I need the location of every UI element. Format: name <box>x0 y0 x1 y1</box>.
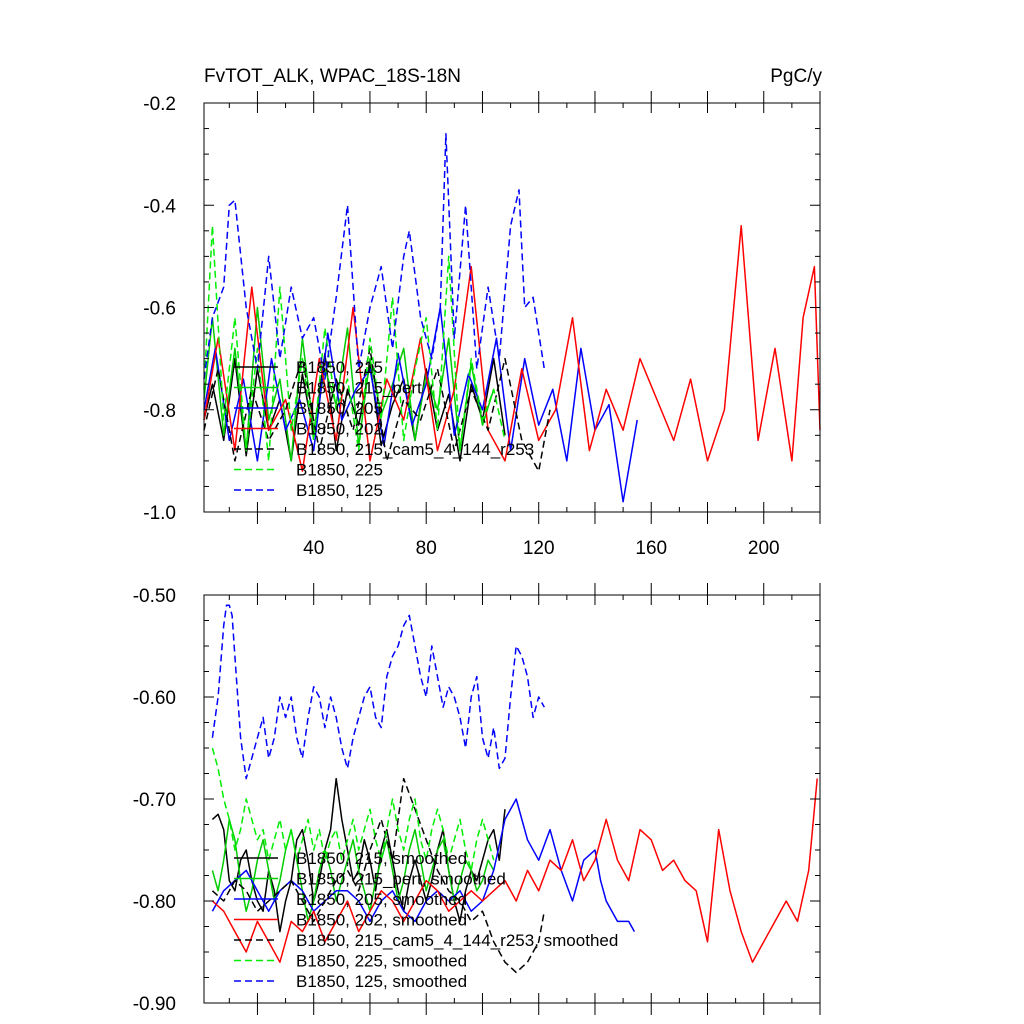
bottom-y-tick-label-4: -0.50 <box>133 586 176 607</box>
top-y-tick-label-0: -1.0 <box>143 503 176 524</box>
top-series-line-1 <box>203 306 495 462</box>
top-series-line-6 <box>203 132 546 380</box>
top-legend-label-2: B1850, 205 <box>296 399 383 418</box>
bottom-y-tick-label-0: -0.90 <box>133 994 176 1015</box>
bottom-legend-label-1: B1850, 215_pert, smoothed <box>296 870 506 889</box>
top-x-tick-label-1: 80 <box>416 538 437 559</box>
top-series-line-2 <box>203 306 638 503</box>
top-plot-area: 40 80 120 160 200 -1.0 -0.8 -0.6 -0.4 -0.2 B1850, … <box>143 91 821 559</box>
bottom-legend-label-6: B1850, 125, smoothed <box>296 972 467 991</box>
bottom-legend-label-5: B1850, 225, smoothed <box>296 952 467 971</box>
top-x-tick-label-0: 40 <box>303 538 324 559</box>
bottom-legend-label-2: B1850, 205, smoothed <box>296 890 467 909</box>
top-title-right: PgC/y <box>770 66 822 87</box>
top-x-tick-label-4: 200 <box>748 538 780 559</box>
top-y-tick-label-2: -0.6 <box>143 299 176 320</box>
top-legend-label-4: B1850, 215_cam5_4_144_r253 <box>296 440 534 459</box>
bottom-series-line-5 <box>211 747 495 872</box>
bottom-y-tick-label-3: -0.60 <box>133 688 176 709</box>
top-legend-label-3: B1850, 202 <box>296 420 383 439</box>
top-y-tick-label-4: -0.2 <box>143 94 176 115</box>
top-series-line-4 <box>203 347 551 472</box>
bottom-legend-label-3: B1850, 202, smoothed <box>296 911 467 930</box>
bottom-y-tick-label-1: -0.80 <box>133 892 176 913</box>
bottom-legend-label-0: B1850, 215, smoothed <box>296 849 467 868</box>
bottom-legend-label-4: B1850, 215_cam5_4_144_r253, smoothed <box>296 931 618 950</box>
top-series-line-0 <box>203 352 506 462</box>
top-x-tick-label-2: 120 <box>523 538 555 559</box>
top-legend-label-6: B1850, 125 <box>296 481 383 500</box>
bottom-series-line-6 <box>211 604 545 780</box>
top-title-left: FvTOT_ALK, WPAC_18S-18N <box>204 66 461 87</box>
top-panel: FvTOT_ALK, WPAC_18S-18N PgC/y 40 80 120 160… <box>143 66 822 559</box>
top-y-tick-label-1: -0.8 <box>143 401 176 422</box>
top-legend-label-1: B1850, 215_pert <box>296 379 422 398</box>
top-series-line-5 <box>203 224 506 462</box>
top-y-tick-label-3: -0.4 <box>143 196 176 217</box>
bottom-series-line-1 <box>211 818 495 923</box>
bottom-y-tick-label-2: -0.70 <box>133 790 176 811</box>
top-legend-label-5: B1850, 225 <box>296 461 383 480</box>
bottom-panel: -0.90 -0.80 -0.70 -0.60 -0.50 B1850, 215, smo… <box>133 583 821 1015</box>
bottom-series-line-3 <box>211 778 818 963</box>
top-x-tick-label-3: 160 <box>635 538 667 559</box>
bottom-series-line-4 <box>211 777 546 974</box>
bottom-plot-area: -0.90 -0.80 -0.70 -0.60 -0.50 B1850, 215, smo… <box>133 583 821 1015</box>
top-legend-label-0: B1850, 215 <box>296 358 383 377</box>
top-series-line-3 <box>203 224 821 472</box>
